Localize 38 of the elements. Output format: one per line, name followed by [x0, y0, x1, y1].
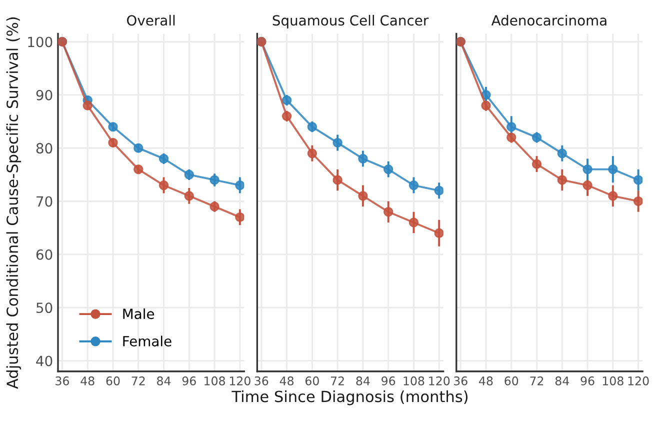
x-tick-label: 72 [530, 376, 544, 386]
x-tick-label: 108 [602, 376, 624, 386]
x-tick-label: 72 [132, 376, 145, 386]
x-tick-label: 96 [182, 376, 196, 386]
x-tick-label: 72 [331, 376, 344, 386]
x-tick-label: 48 [479, 376, 493, 386]
y-tick-label: 100 [28, 36, 52, 48]
y-tick-label: 60 [36, 249, 52, 260]
x-tick-label: 120 [429, 376, 450, 386]
y-tick-label: 40 [36, 356, 52, 366]
chart-title: Adenocarcinoma [491, 14, 606, 26]
y-tick-label: 50 [36, 302, 52, 314]
chart-title: Squamous Cell Cancer [272, 14, 429, 28]
x-tick-label: 120 [628, 376, 649, 386]
x-tick-label: 36 [56, 376, 69, 386]
y-tick-label: 90 [36, 90, 52, 100]
x-tick-label: 60 [305, 376, 319, 386]
x-tick-label: 36 [454, 376, 468, 386]
x-tick-label: 108 [204, 376, 225, 386]
y-tick-label: 70 [36, 196, 52, 207]
x-tick-label: 84 [157, 376, 171, 386]
x-axis-title: Time Since Diagnosis (months) [232, 390, 468, 406]
legend-label: Female [123, 336, 172, 346]
x-tick-label: 84 [555, 376, 569, 386]
x-tick-label: 96 [382, 376, 396, 386]
x-tick-label: 108 [404, 376, 424, 386]
x-tick-label: 96 [580, 376, 594, 386]
x-tick-label: 60 [106, 376, 120, 386]
x-tick-label: 48 [80, 376, 94, 386]
x-tick-label: 60 [504, 376, 518, 386]
chart-title: Overall [127, 14, 175, 26]
y-axis-title: Adjusted Conditional Cause-Specific Survival (%) [6, 17, 22, 389]
legend-label: Male [123, 308, 154, 320]
x-tick-label: 48 [280, 376, 294, 386]
y-tick-label: 80 [36, 143, 52, 154]
x-tick-label: 36 [254, 376, 268, 386]
x-tick-label: 84 [356, 376, 370, 386]
x-tick-label: 120 [230, 376, 250, 386]
